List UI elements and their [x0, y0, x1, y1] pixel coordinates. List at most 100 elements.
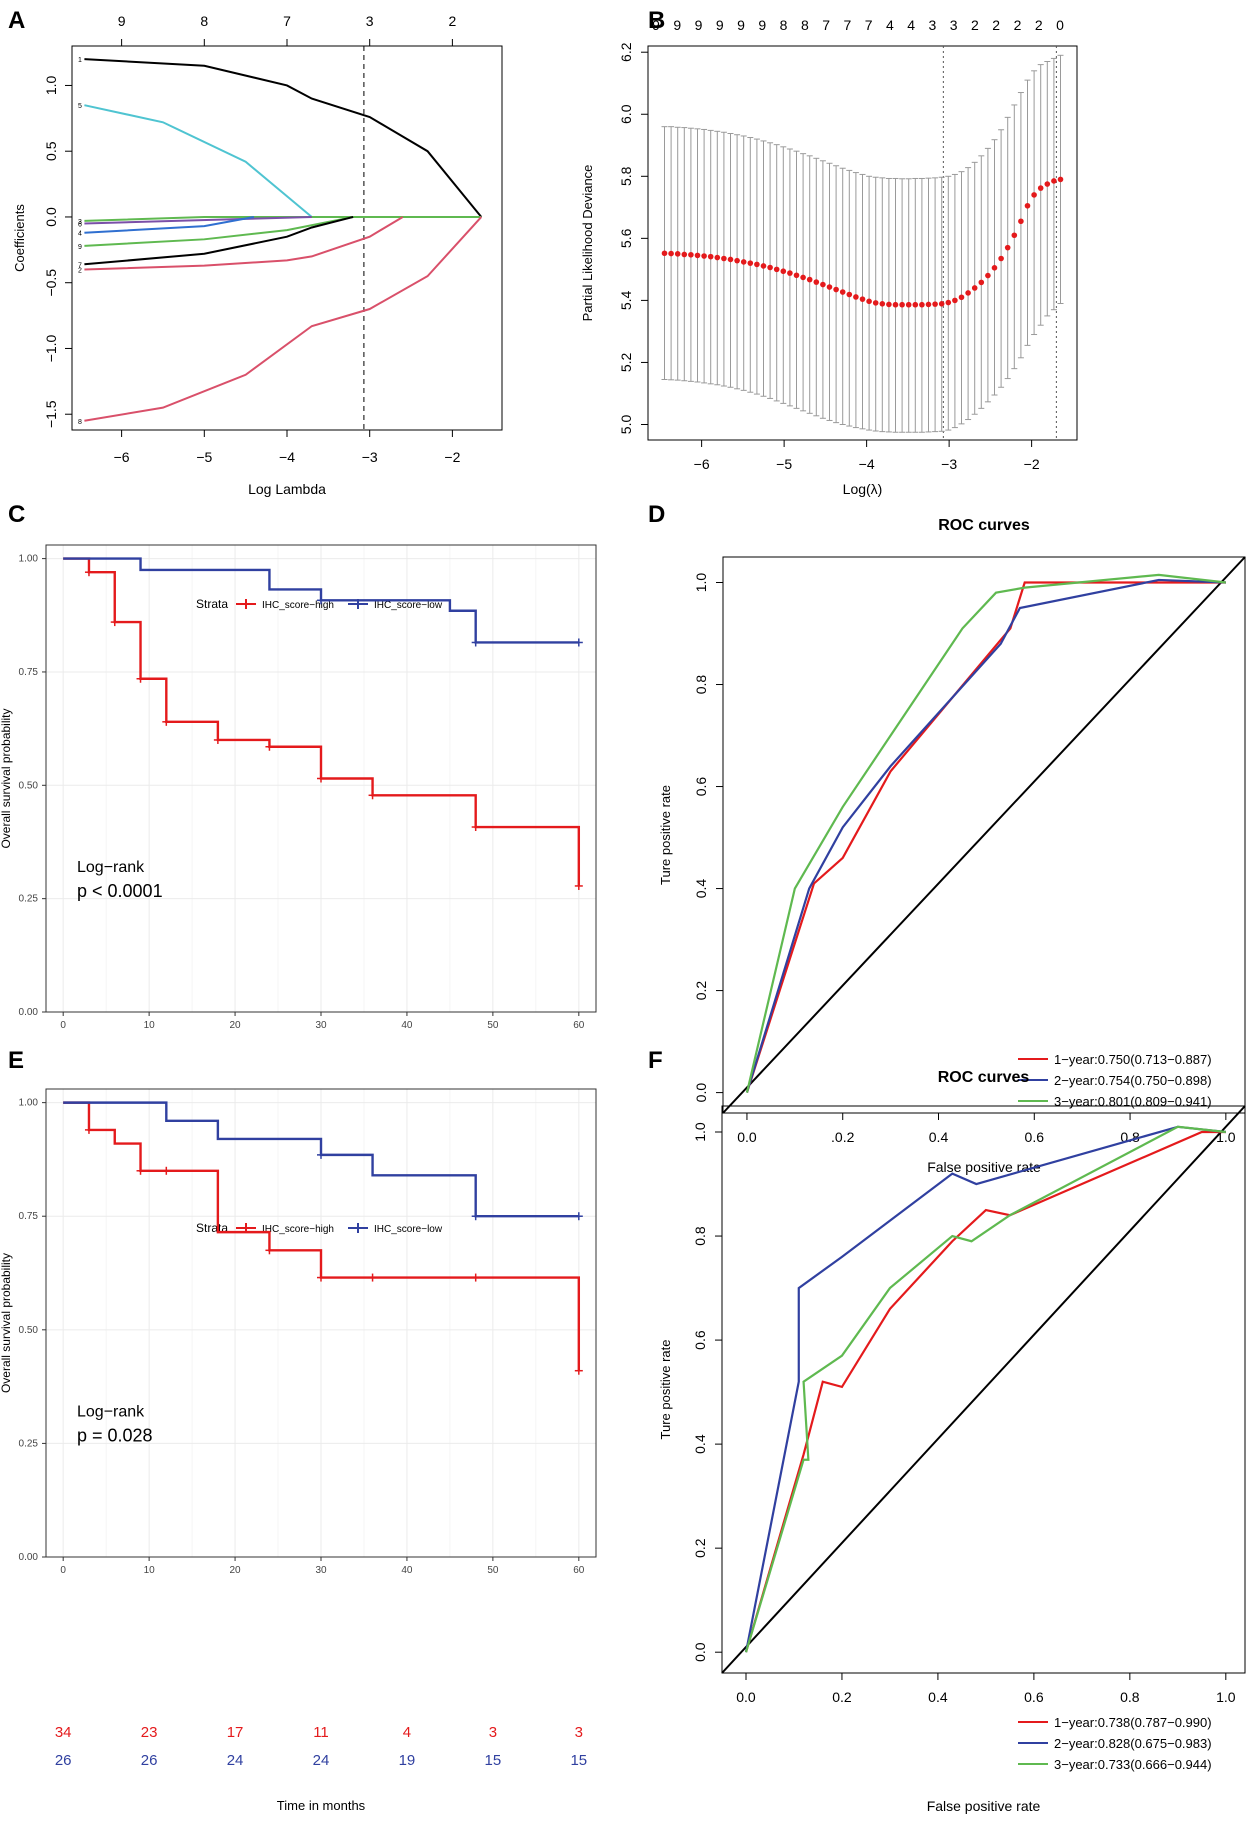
deviance-point	[932, 301, 938, 307]
top-tick-label: 8	[780, 17, 788, 33]
risk-count: 26	[141, 1752, 158, 1769]
top-tick-label: 9	[737, 17, 745, 33]
deviance-point	[839, 289, 846, 295]
deviance-point	[899, 301, 905, 308]
deviance-point	[952, 297, 958, 304]
top-tick-label: 3	[366, 13, 374, 29]
deviance-point	[787, 270, 793, 276]
x-tick-label: −2	[1024, 456, 1040, 472]
top-tick-label: 9	[758, 17, 766, 33]
y-tick-label: 0.00	[19, 1552, 39, 1563]
y-tick-label: −0.5	[43, 269, 59, 297]
deviance-point	[971, 285, 978, 291]
deviance-point	[998, 255, 1004, 262]
chart-title: ROC curves	[938, 1069, 1030, 1086]
legend-label: 1−year:0.738(0.787−0.990)	[1054, 1715, 1212, 1730]
deviance-point	[1051, 178, 1057, 184]
deviance-point	[806, 276, 813, 283]
deviance-point	[866, 298, 872, 305]
panel-label-E: E	[8, 1047, 24, 1074]
x-tick-label: 30	[315, 1565, 327, 1576]
coef-label-2: 2	[78, 268, 82, 275]
legend-label: 3−year:0.801(0.809−0.941)	[1054, 1094, 1212, 1109]
x-tick-label: 30	[315, 1020, 327, 1031]
panel-label-F: F	[648, 1047, 663, 1074]
risk-count: 11	[313, 1724, 329, 1741]
deviance-point	[754, 261, 760, 268]
legend-label: 2−year:0.828(0.675−0.983)	[1054, 1736, 1212, 1751]
risk-count: 24	[227, 1752, 244, 1769]
y-axis-title: Ture positive rate	[658, 785, 673, 885]
y-tick-label: 0.4	[693, 879, 709, 899]
plot-frame	[721, 1105, 1246, 1674]
deviance-point	[886, 301, 892, 308]
y-tick-label: 0.4	[692, 1434, 708, 1454]
risk-count: 15	[570, 1752, 587, 1769]
deviance-point	[1031, 192, 1037, 198]
coef-label-6: 6	[78, 222, 82, 229]
y-axis-title: Partial Likelihood Deviance	[580, 165, 595, 322]
risk-count: 26	[55, 1752, 72, 1769]
x-tick-label: 60	[573, 1565, 585, 1576]
deviance-point	[747, 260, 754, 266]
top-tick-label: 3	[950, 17, 958, 33]
x-tick-label: −6	[114, 449, 130, 465]
panel-d: ROC curves 0.0 .0.2 0.4 0.6 0.8 1.0 0.0 0.2 0.4 0.…	[658, 517, 1246, 1175]
roc-curve-3-year	[744, 1125, 1226, 1653]
deviance-point	[919, 301, 925, 308]
plot-frame	[722, 556, 1246, 1114]
legend-label-low: IHC_score−low	[374, 1224, 443, 1235]
x-tick-label: 10	[144, 1020, 156, 1031]
y-tick-label: −1.0	[43, 334, 59, 362]
risk-count: 19	[399, 1752, 416, 1769]
top-tick-label: 2	[971, 17, 979, 33]
risk-count: 15	[485, 1752, 502, 1769]
roc-curve-1-year	[744, 1130, 1226, 1653]
coef-label-8: 8	[78, 419, 82, 426]
x-tick-label: 1.0	[1216, 1689, 1236, 1705]
deviance-point	[905, 301, 912, 308]
y-axis-title: Ture positive rate	[658, 1340, 673, 1440]
risk-count: 3	[489, 1724, 497, 1741]
panel-label-C: C	[8, 501, 25, 528]
deviance-point	[688, 251, 694, 258]
y-tick-label: 5.0	[618, 415, 634, 435]
x-tick-label: −4	[279, 449, 295, 465]
coef-label-5: 5	[78, 103, 82, 110]
top-tick-label: 8	[801, 17, 809, 33]
coef-label-1: 1	[78, 57, 82, 64]
deviance-point	[800, 274, 806, 281]
deviance-point	[965, 290, 971, 296]
logrank-title: Log−rank	[77, 859, 145, 876]
logrank-pvalue: p = 0.028	[77, 1426, 153, 1446]
top-tick-label: 7	[865, 17, 873, 33]
x-tick-label: −3	[362, 449, 378, 465]
x-tick-label: .0.2	[831, 1129, 855, 1145]
deviance-point	[985, 272, 991, 279]
survival-curve-1	[63, 1101, 579, 1218]
y-tick-label: 1.0	[43, 76, 59, 96]
deviance-point	[661, 250, 668, 257]
x-axis-title: Log(λ)	[843, 481, 883, 497]
diagonal-reference	[721, 1105, 1246, 1674]
y-tick-label: 0.00	[19, 1007, 39, 1018]
survival-curve-1	[63, 557, 579, 644]
x-tick-label: −5	[776, 456, 792, 472]
deviance-point	[701, 253, 707, 259]
top-tick-label: 7	[822, 17, 830, 33]
x-tick-label: 40	[401, 1020, 413, 1031]
y-tick-label: 0.50	[19, 780, 39, 791]
coef-path-7	[84, 215, 354, 266]
top-tick-label: 4	[886, 17, 894, 33]
x-tick-label: −4	[859, 456, 875, 472]
x-tick-label: 0.2	[832, 1689, 852, 1705]
legend-title: Strata	[196, 597, 228, 611]
panel-label-A: A	[8, 7, 25, 34]
top-tick-label: 2	[448, 13, 456, 29]
x-tick-label: −3	[941, 456, 957, 472]
y-tick-label: 0.25	[19, 894, 39, 905]
top-tick-label: 2	[992, 17, 1000, 33]
deviance-point	[714, 254, 721, 261]
y-tick-label: −1.5	[43, 400, 59, 428]
